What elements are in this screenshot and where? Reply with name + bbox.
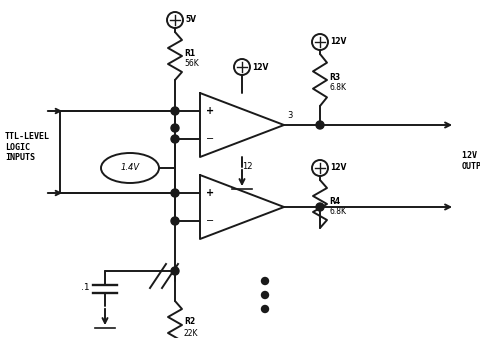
Ellipse shape [101,153,159,183]
Text: 56K: 56K [184,59,199,69]
Text: .1: .1 [82,284,90,292]
Text: 12V: 12V [330,38,347,47]
Text: R2: R2 [184,317,195,327]
Circle shape [262,306,268,313]
Text: 1.4V: 1.4V [120,164,140,172]
Text: 3: 3 [287,111,292,120]
Text: 6.8K: 6.8K [329,83,346,93]
Circle shape [171,107,179,115]
Text: 22K: 22K [184,329,199,338]
Text: +: + [206,106,214,116]
Text: 12V: 12V [252,63,268,72]
Text: R4: R4 [329,196,340,206]
Circle shape [316,121,324,129]
Circle shape [316,203,324,211]
Text: 6.8K: 6.8K [329,208,346,217]
Circle shape [262,291,268,298]
Text: +: + [206,188,214,198]
Text: 12V: 12V [330,164,347,172]
Circle shape [171,189,179,197]
Circle shape [171,267,179,275]
Text: R1: R1 [184,48,195,57]
Circle shape [171,217,179,225]
Circle shape [171,124,179,132]
Circle shape [262,277,268,285]
Text: −: − [206,134,214,144]
Text: 5V: 5V [185,16,196,24]
Circle shape [171,135,179,143]
Text: TTL-LEVEL
LOGIC
INPUTS: TTL-LEVEL LOGIC INPUTS [5,132,50,162]
Text: R3: R3 [329,72,340,81]
Text: −: − [206,216,214,226]
Text: 12V LOGIC
OUTPUTS: 12V LOGIC OUTPUTS [462,151,480,171]
Text: 12: 12 [242,162,252,171]
